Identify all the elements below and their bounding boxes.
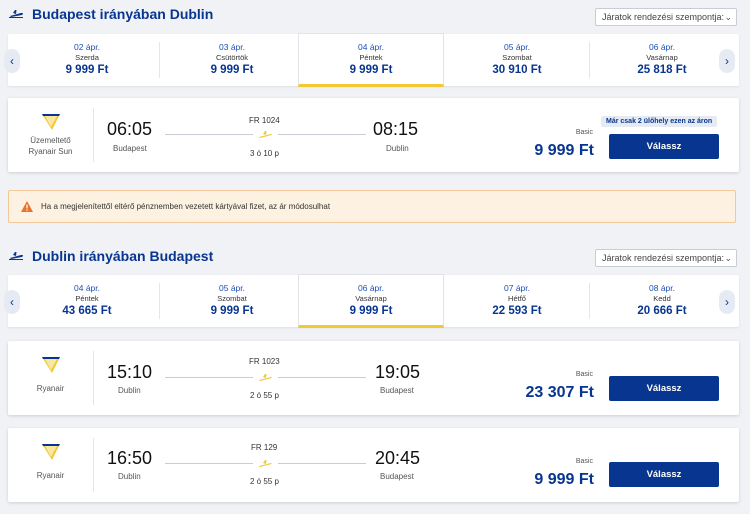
arrive-time: 19:05 xyxy=(375,362,421,382)
arrive-city: Dublin xyxy=(386,144,409,153)
flight-number: FR 1024 xyxy=(249,116,280,125)
operator: Üzemeltető Ryanair Sun xyxy=(8,98,93,172)
inbound-sort-select[interactable]: Járatok rendezési szempontja: ⌄ xyxy=(595,249,737,267)
ryanair-harp-logo xyxy=(41,444,60,460)
depart-time: 16:50 xyxy=(107,448,153,468)
currency-warning: Ha a megjelenítettől eltérő pénznemben v… xyxy=(8,190,736,223)
inbound-date-1[interactable]: 05 ápr. Szombat 9 999 Ft xyxy=(210,283,254,317)
ryanair-harp-logo xyxy=(41,114,60,130)
next-dates-button[interactable]: › xyxy=(719,290,735,314)
outbound-flight-card: Üzemeltető Ryanair Sun 06:05 Budapest FR… xyxy=(8,98,739,172)
prev-dates-button[interactable]: ‹ xyxy=(4,49,20,73)
depart-city: Budapest xyxy=(113,144,147,153)
duration: 2 ó 55 p xyxy=(250,391,279,400)
operator: Ryanair xyxy=(8,428,93,502)
outbound-section-title: Budapest irányában Dublin xyxy=(8,4,213,24)
inbound-date-0[interactable]: 04 ápr. Péntek 43 665 Ft xyxy=(62,283,112,317)
ryanair-harp-logo xyxy=(41,357,60,373)
prev-dates-button[interactable]: ‹ xyxy=(4,290,20,314)
outbound-date-4[interactable]: 06 ápr. Vasárnap 25 818 Ft xyxy=(637,42,687,76)
outbound-date-3[interactable]: 05 ápr. Szombat 30 910 Ft xyxy=(492,42,542,76)
flight-price: 9 999 Ft xyxy=(534,142,594,159)
fare-type: Basic xyxy=(575,129,593,136)
arrive-time: 08:15 xyxy=(373,119,419,139)
select-flight-button[interactable]: Válassz xyxy=(609,376,719,401)
duration: 3 ó 10 p xyxy=(250,149,279,158)
inbound-date-2-selected[interactable]: 06 ápr. Vasárnap 9 999 Ft xyxy=(298,274,444,328)
depart-city: Dublin xyxy=(118,472,141,481)
flight-number: FR 129 xyxy=(251,443,278,452)
inbound-section-title: Dublin irányában Budapest xyxy=(8,246,213,266)
outbound-date-0[interactable]: 02 ápr. Szerda 9 999 Ft xyxy=(65,42,109,76)
plane-icon xyxy=(259,131,272,138)
depart-time: 06:05 xyxy=(107,119,153,139)
warning-icon xyxy=(21,201,33,212)
arrive-city: Budapest xyxy=(380,386,414,395)
arrive-time: 20:45 xyxy=(375,448,421,468)
inbound-date-4[interactable]: 08 ápr. Kedd 20 666 Ft xyxy=(637,283,687,317)
select-flight-button[interactable]: Válassz xyxy=(609,462,719,487)
select-flight-button[interactable]: Válassz xyxy=(609,134,719,159)
plane-icon xyxy=(259,374,272,381)
operator: Ryanair xyxy=(8,341,93,415)
flight-number: FR 1023 xyxy=(249,357,280,366)
depart-time: 15:10 xyxy=(107,362,153,382)
duration: 2 ó 55 p xyxy=(250,477,279,486)
fare-type: Basic xyxy=(575,371,593,378)
plane-icon xyxy=(9,10,23,18)
plane-icon xyxy=(259,460,272,467)
depart-city: Dublin xyxy=(118,386,141,395)
plane-icon xyxy=(9,252,23,260)
chevron-down-icon: ⌄ xyxy=(724,12,732,22)
outbound-sort-select[interactable]: Járatok rendezési szempontja: ⌄ xyxy=(595,8,737,26)
inbound-date-strip: ‹ 04 ápr. Péntek 43 665 Ft 05 ápr. Szomb… xyxy=(4,274,739,328)
outbound-date-1[interactable]: 03 ápr. Csütörtök 9 999 Ft xyxy=(210,42,254,76)
flight-price: 9 999 Ft xyxy=(534,471,594,488)
fare-type: Basic xyxy=(575,458,593,465)
next-dates-button[interactable]: › xyxy=(719,49,735,73)
inbound-flight-card-1: Ryanair 15:10 Dublin FR 1023 2 ó 55 p 19… xyxy=(8,341,739,415)
outbound-date-strip: ‹ 02 ápr. Szerda 9 999 Ft 03 ápr. Csütör… xyxy=(4,33,739,87)
inbound-date-3[interactable]: 07 ápr. Hétfő 22 593 Ft xyxy=(492,283,542,317)
arrive-city: Budapest xyxy=(380,472,414,481)
inbound-flight-card-2: Ryanair 16:50 Dublin FR 129 2 ó 55 p 20:… xyxy=(8,428,739,502)
seats-left-badge: Már csak 2 ülőhely ezen az áron xyxy=(601,116,718,127)
outbound-date-2-selected[interactable]: 04 ápr. Péntek 9 999 Ft xyxy=(298,33,444,87)
flight-price: 23 307 Ft xyxy=(525,384,594,401)
chevron-down-icon: ⌄ xyxy=(724,253,732,263)
